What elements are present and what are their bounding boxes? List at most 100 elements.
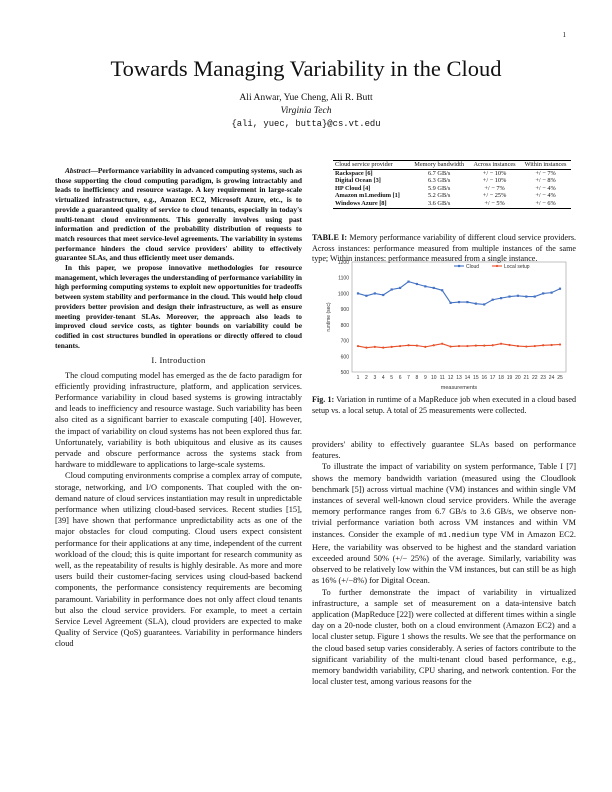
left-column: Abstract—Performance variability in adva… <box>55 166 302 650</box>
data-point <box>542 344 545 347</box>
x-tick-label: 20 <box>515 375 521 381</box>
data-point <box>441 342 444 345</box>
table-cell: +/ − 4% <box>535 192 556 200</box>
figure-caption-label: Fig. 1: <box>312 395 335 404</box>
data-point <box>542 292 545 295</box>
y-tick-label: 500 <box>341 370 350 376</box>
data-point <box>483 344 486 347</box>
table-cell: 5.2 GB/s <box>427 192 451 200</box>
table-header: Within instances <box>524 161 567 168</box>
y-tick-label: 900 <box>341 307 350 313</box>
x-tick-label: 18 <box>498 375 504 381</box>
affiliation: Virginia Tech <box>280 105 332 116</box>
table-header: Across instances <box>473 161 516 168</box>
table-row: Rackspace [6] 6.7 GB/s +/ − 10% +/ − 7% <box>333 169 571 177</box>
plot-area <box>351 261 567 373</box>
authors: Ali Anwar, Yue Cheng, Ali R. Butt <box>239 92 373 103</box>
x-tick-label: 2 <box>365 375 368 381</box>
data-point <box>516 294 520 297</box>
table-caption: TABLE I: Memory performance variability … <box>312 233 576 265</box>
data-point <box>373 292 376 295</box>
x-tick-label: 4 <box>382 375 385 381</box>
legend-marker <box>458 264 461 268</box>
data-point <box>356 344 360 348</box>
x-axis-label: measurements <box>441 385 478 391</box>
right-paragraph-2: To further demonstrate the impact of var… <box>312 587 576 687</box>
data-point <box>398 344 402 348</box>
table-cell: +/ − 10% <box>482 169 507 177</box>
data-point <box>499 342 503 345</box>
data-point <box>432 286 435 290</box>
abstract-text-1: —Performance variability in advanced com… <box>55 166 302 263</box>
y-tick-label: 1200 <box>338 260 349 266</box>
data-point <box>365 294 368 297</box>
table-header: Memory bandwidth <box>414 161 465 168</box>
right-paragraph-1-b: type VM in Amazon EC2. Here, the variabi… <box>312 529 577 586</box>
data-point <box>499 297 503 300</box>
table-memory-variability: Cloud service provider Memory bandwidth … <box>333 160 571 209</box>
table-row: Amazon m1.medium [1] 5.2 GB/s +/ − 25% +… <box>333 192 571 200</box>
table-cell: Rackspace [6] <box>335 169 373 177</box>
abstract-lead: Abstract <box>65 166 91 175</box>
data-point <box>474 302 477 305</box>
data-point <box>533 344 536 348</box>
figure-caption-text: Variation in runtime of a MapReduce job … <box>312 395 577 415</box>
data-point <box>491 344 494 347</box>
table-cell: +/ − 4% <box>535 184 556 192</box>
x-tick-label: 24 <box>549 375 555 381</box>
table-cell: HP Cloud [4] <box>335 184 371 192</box>
x-tick-label: 10 <box>431 375 437 381</box>
data-point <box>550 291 553 294</box>
right-paragraph-1: To illustrate the impact of variability … <box>312 461 576 586</box>
data-point <box>398 286 402 290</box>
data-point <box>390 345 393 348</box>
table-cell: +/ − 8% <box>535 177 556 185</box>
data-point <box>356 292 360 295</box>
data-point <box>415 282 419 286</box>
data-point <box>474 344 477 347</box>
paper-title: Towards Managing Variability in the Clou… <box>110 56 502 81</box>
data-point <box>525 295 528 298</box>
data-point <box>558 343 562 346</box>
data-point <box>424 285 427 288</box>
y-tick-label: 1100 <box>338 276 349 282</box>
data-point <box>466 300 469 304</box>
data-point <box>449 345 452 348</box>
y-tick-label: 1000 <box>338 291 349 297</box>
intro-paragraph-1: The cloud computing model has emerged as… <box>55 370 302 470</box>
table-cell: +/ − 10% <box>482 177 507 185</box>
table-cell: 6.7 GB/s <box>427 169 451 177</box>
data-point <box>365 346 368 349</box>
legend-marker <box>495 264 499 268</box>
data-point <box>382 346 385 349</box>
abstract-paragraph-2: In this paper, we propose innovative met… <box>55 263 302 350</box>
x-tick-label: 1 <box>357 375 360 381</box>
page-number: 1 <box>562 31 567 39</box>
data-point <box>407 344 410 347</box>
right-column: providers' ability to effectively guaran… <box>312 439 576 687</box>
table-cell: 6.3 GB/s <box>427 177 451 185</box>
data-point <box>508 295 511 298</box>
x-tick-label: 21 <box>524 375 530 381</box>
x-tick-label: 17 <box>490 375 496 381</box>
table-row: Digital Ocean [3] 6.3 GB/s +/ − 10% +/ −… <box>333 177 571 185</box>
table-cell: +/ − 6% <box>535 199 556 207</box>
table-cell: 5.9 GB/s <box>427 184 451 192</box>
table-caption-text: Memory performance variability of differ… <box>312 233 576 263</box>
x-tick-label: 9 <box>424 375 427 381</box>
data-point <box>483 303 486 306</box>
data-point <box>441 289 444 292</box>
data-point <box>457 300 461 304</box>
data-point <box>373 345 376 348</box>
x-tick-label: 8 <box>416 375 419 381</box>
table-row: HP Cloud [4] 5.9 GB/s +/ − 7% +/ − 4% <box>333 185 571 193</box>
right-paragraph-0: providers' ability to effectively guaran… <box>312 440 576 461</box>
abstract-paragraph-1: Abstract—Performance variability in adva… <box>55 166 302 263</box>
x-tick-label: 12 <box>448 375 454 381</box>
data-point <box>491 298 494 301</box>
y-tick-label: 700 <box>341 339 350 345</box>
table-cell: Amazon m1.medium [1] <box>335 192 400 200</box>
y-tick-label: 600 <box>341 354 350 360</box>
x-tick-label: 15 <box>473 375 479 381</box>
